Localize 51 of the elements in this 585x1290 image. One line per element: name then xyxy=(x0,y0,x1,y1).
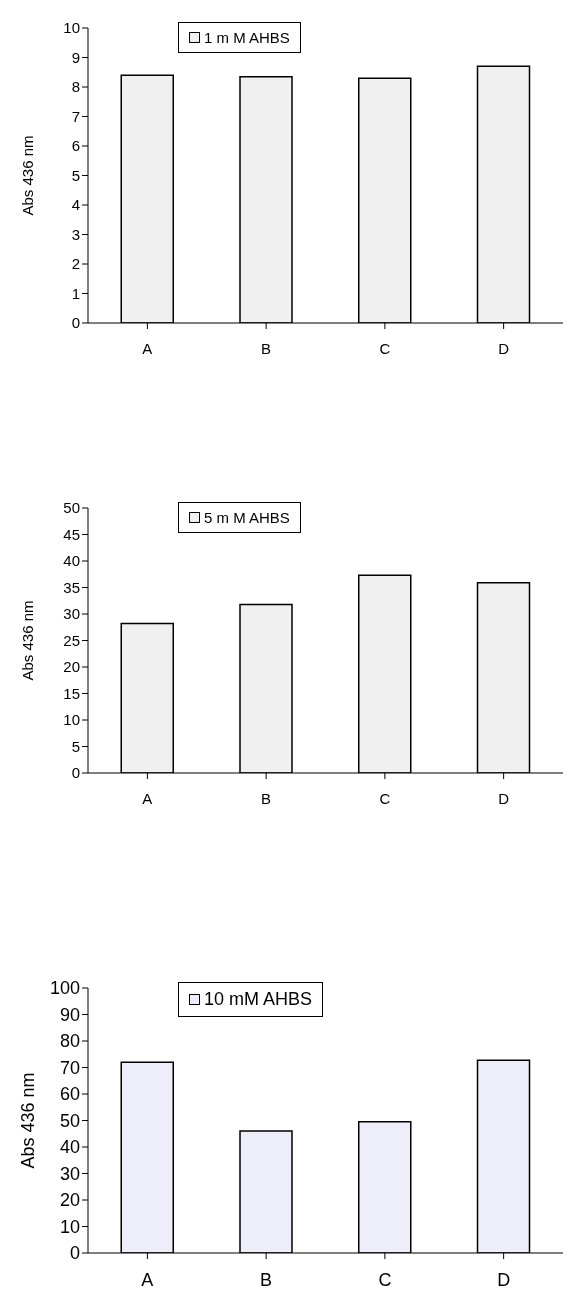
y-tick-label: 50 xyxy=(59,1110,80,1131)
y-axis-title: Abs 436 nm xyxy=(18,1072,39,1169)
y-tick-label: 45 xyxy=(63,525,80,543)
y-tick-label: 10 xyxy=(63,711,80,729)
legend-label: 1 m M AHBS xyxy=(204,29,290,46)
y-tick-label: 3 xyxy=(71,225,80,243)
x-tick-label: D xyxy=(497,1269,511,1290)
x-tick-label: D xyxy=(498,339,510,357)
x-tick-label: C xyxy=(379,339,391,357)
y-tick-label: 100 xyxy=(49,978,80,999)
y-tick-label: 2 xyxy=(71,255,80,273)
x-tick-label: A xyxy=(142,339,153,357)
y-tick-label: 0 xyxy=(69,1243,80,1264)
y-tick-label: 0 xyxy=(71,764,80,782)
legend-label: 5 m M AHBS xyxy=(204,509,290,526)
x-tick-label: A xyxy=(141,1269,154,1290)
y-tick-label: 5 xyxy=(71,737,80,755)
x-tick-label: B xyxy=(260,1269,273,1290)
legend-label: 10 mM AHBS xyxy=(204,989,313,1010)
y-tick-label: 1 xyxy=(71,284,80,302)
x-tick-label: A xyxy=(142,789,153,807)
y-tick-label: 50 xyxy=(63,499,80,517)
y-tick-label: 20 xyxy=(59,1190,80,1211)
y-tick-label: 60 xyxy=(59,1084,80,1105)
x-tick-label: B xyxy=(261,789,272,807)
y-tick-label: 6 xyxy=(71,137,80,155)
y-tick-label: 70 xyxy=(59,1057,80,1078)
y-tick-label: 7 xyxy=(71,107,80,125)
x-tick-label: C xyxy=(379,789,391,807)
x-tick-label: B xyxy=(261,339,272,357)
y-tick-label: 10 xyxy=(59,1216,80,1237)
y-tick-label: 20 xyxy=(63,658,80,676)
y-tick-label: 5 xyxy=(71,166,80,184)
x-tick-label: C xyxy=(378,1269,392,1290)
y-tick-label: 8 xyxy=(71,78,80,96)
y-tick-label: 4 xyxy=(71,196,80,214)
x-tick-label: D xyxy=(498,789,510,807)
y-tick-label: 90 xyxy=(59,1004,80,1025)
y-tick-label: 80 xyxy=(59,1031,80,1052)
y-tick-label: 40 xyxy=(59,1137,80,1158)
y-axis-title: Abs 436 nm xyxy=(19,600,37,681)
y-tick-label: 0 xyxy=(71,314,80,332)
y-tick-label: 25 xyxy=(63,631,80,649)
y-axis-title: Abs 436 nm xyxy=(19,135,37,216)
y-tick-label: 30 xyxy=(59,1163,80,1184)
y-tick-label: 35 xyxy=(63,578,80,596)
y-tick-label: 15 xyxy=(63,684,80,702)
y-tick-label: 10 xyxy=(63,19,80,37)
y-tick-label: 9 xyxy=(71,48,80,66)
y-tick-label: 30 xyxy=(63,605,80,623)
y-tick-label: 40 xyxy=(63,552,80,570)
